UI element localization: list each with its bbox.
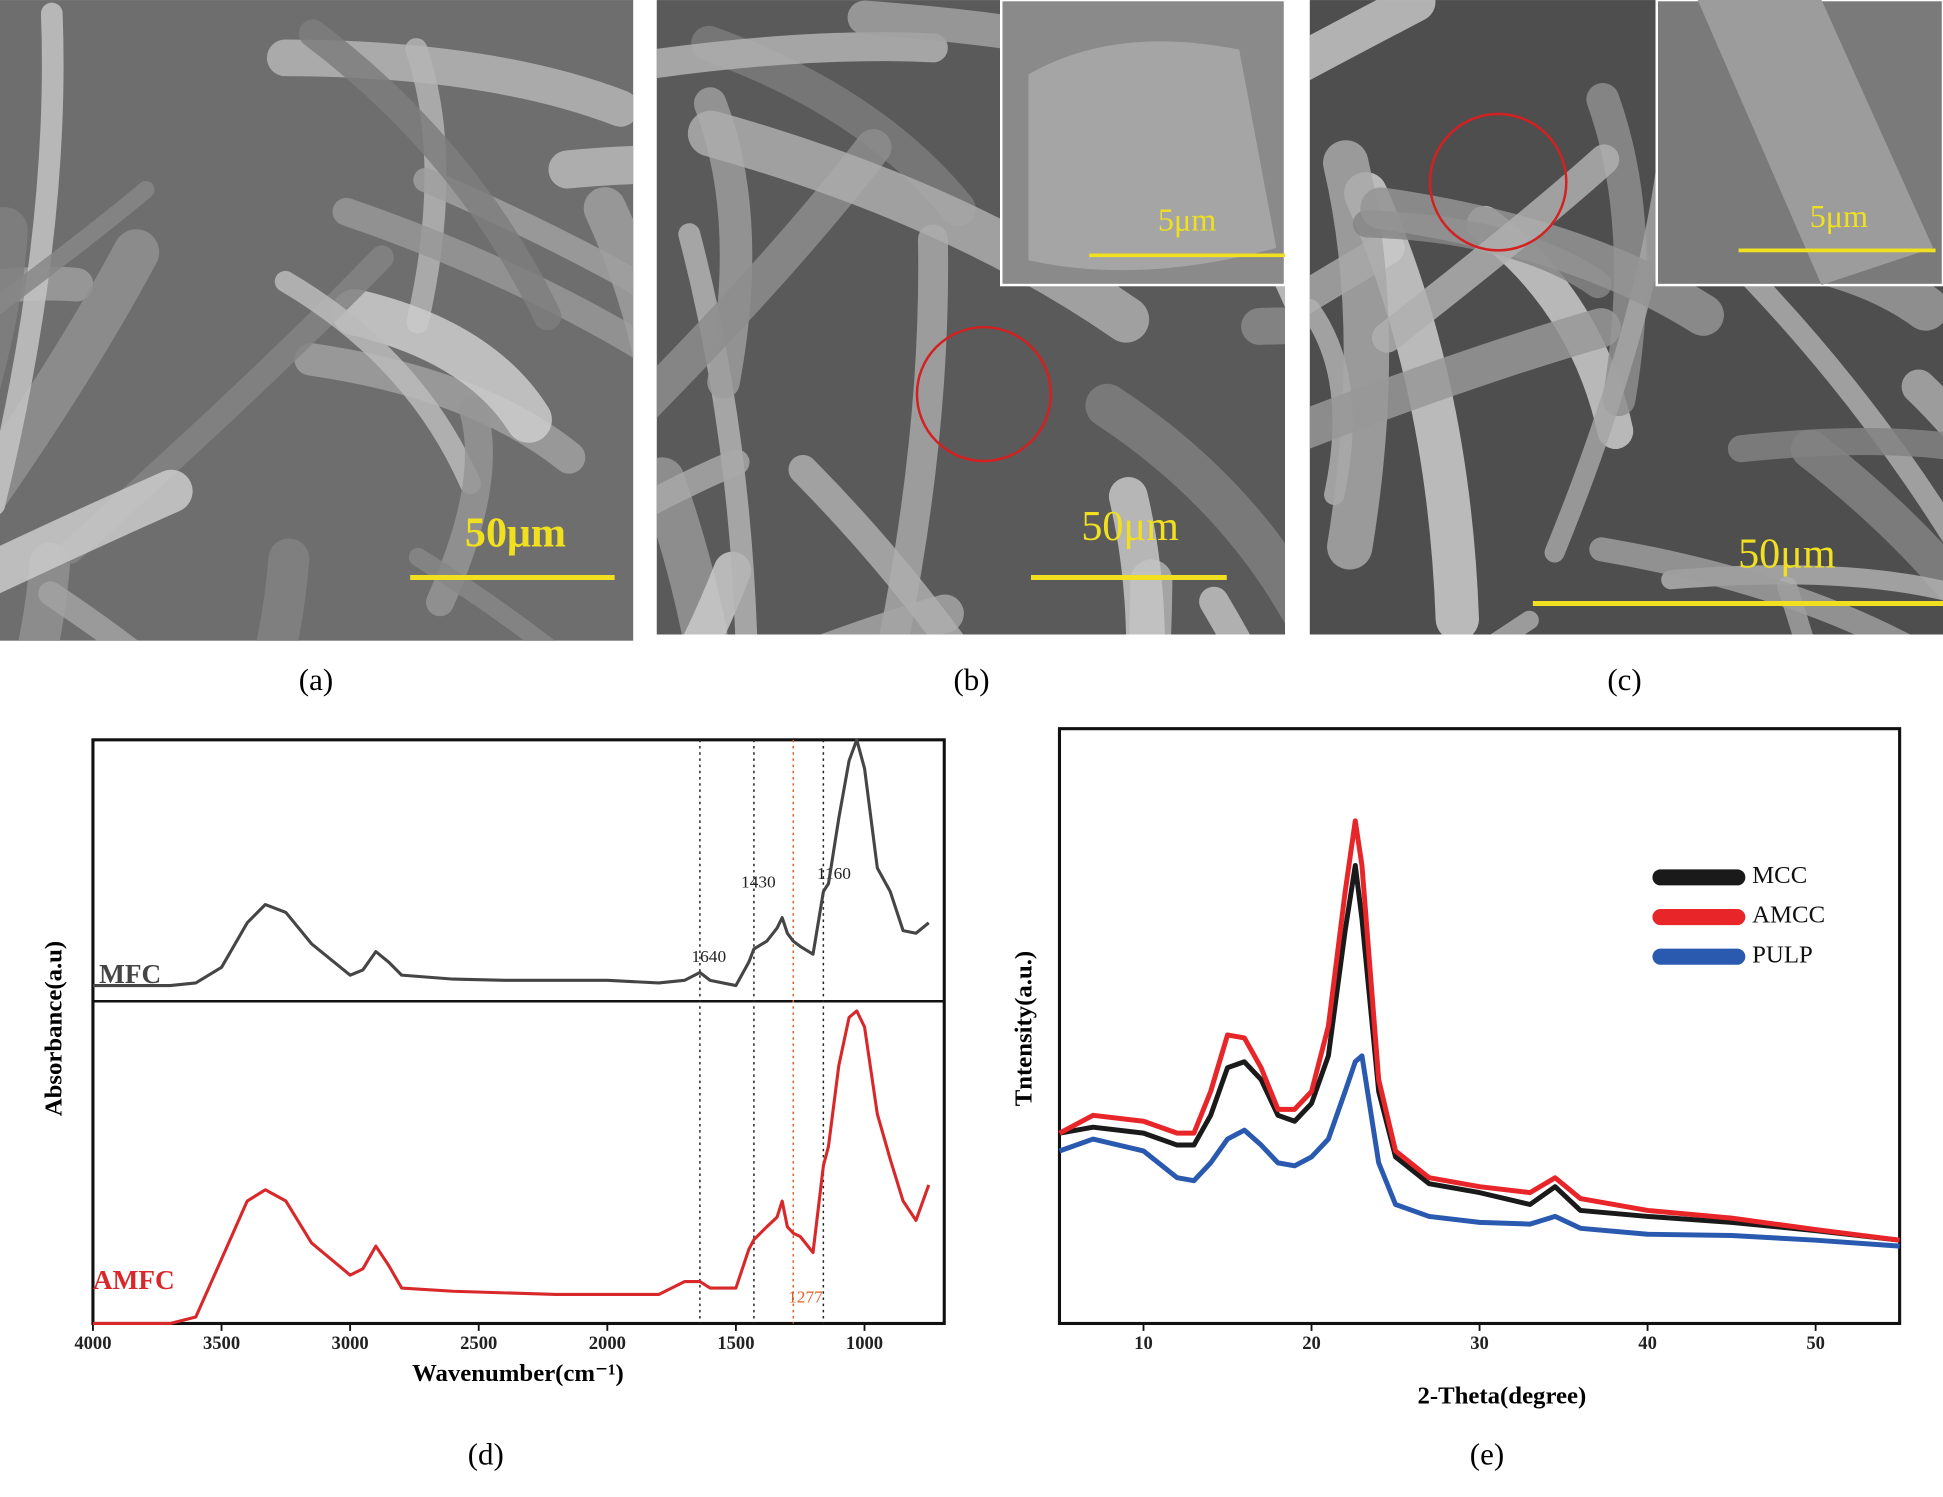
legend-label: MCC	[1752, 862, 1807, 889]
highlight-circle	[1428, 112, 1568, 252]
reference-label: 1430	[741, 873, 776, 892]
sem-fiber	[298, 19, 562, 331]
sem-fiber	[1490, 610, 1539, 635]
sem-fiber	[1360, 187, 1724, 336]
sem-fiber	[678, 223, 758, 635]
x-tick-label: 3500	[203, 1333, 240, 1354]
highlight-circle	[915, 325, 1053, 463]
sem-fiber	[0, 2, 64, 514]
sem-fiber	[1309, 0, 1436, 81]
sem-fiber	[548, 146, 634, 189]
sem-fiber	[820, 594, 964, 635]
sem-fiber	[408, 547, 555, 641]
panel-label: (d)	[468, 1436, 504, 1471]
x-tick-label: 10	[1134, 1333, 1153, 1354]
y-axis-label: Absorbance(a.u)	[40, 941, 67, 1116]
sem-inset-fiber	[1697, 0, 1934, 286]
scale-bar-label: 5μm	[1810, 198, 1868, 234]
sem-fiber	[788, 454, 964, 635]
sem-fiber	[274, 270, 481, 495]
data-line	[1058, 1053, 1900, 1249]
reference-label: 1277	[788, 1288, 823, 1307]
sem-fiber	[331, 289, 552, 443]
x-tick-label: 2500	[460, 1333, 497, 1354]
x-tick-label: 3000	[332, 1333, 369, 1354]
x-tick-label: 50	[1806, 1333, 1825, 1354]
legend-label: AMCC	[1752, 902, 1825, 929]
sem-fiber	[879, 224, 949, 635]
data-line	[92, 1009, 931, 1326]
y-axis-label: Tntensity(a.u.)	[1011, 951, 1038, 1106]
legend-label: PULP	[1752, 941, 1813, 968]
sem-inset-fiber	[1028, 41, 1277, 271]
sem-fiber	[687, 110, 1150, 343]
sem-fiber	[1199, 586, 1250, 635]
x-axis-label: Wavenumber(cm⁻¹)	[412, 1360, 624, 1387]
scale-bar-label: 50μm	[1081, 503, 1179, 550]
scale-bar-label: 50μm	[465, 509, 566, 556]
reference-label: 1160	[817, 864, 851, 883]
sem-fiber	[656, 449, 750, 515]
series-label: AMFC	[93, 1265, 175, 1295]
scale-bar-label: 5μm	[1158, 201, 1216, 237]
x-tick-label: 30	[1470, 1333, 1489, 1354]
sem-fiber	[0, 266, 94, 304]
x-tick-label: 20	[1302, 1333, 1321, 1354]
sem-fiber	[294, 343, 586, 474]
data-line	[1059, 862, 1900, 1243]
sem-fiber	[1371, 144, 1620, 353]
plot-frame	[1057, 727, 1902, 1326]
sem-fiber	[38, 581, 139, 641]
sem-fiber	[1589, 537, 1911, 635]
sem-fiber	[332, 197, 634, 358]
sem-fiber	[1790, 429, 1943, 602]
sem-fiber	[1727, 428, 1943, 463]
data-line	[1058, 818, 1900, 1243]
sem-fiber	[1309, 308, 1621, 449]
sem-fiber	[1108, 477, 1165, 635]
plot-frame	[91, 738, 946, 1326]
panel-label: (a)	[299, 662, 333, 697]
sem-texture	[1309, 0, 1943, 635]
x-tick-label: 40	[1638, 1333, 1657, 1354]
sem-fiber	[0, 207, 28, 390]
sem-fiber	[656, 457, 728, 635]
x-tick-label: 4000	[74, 1333, 111, 1354]
reference-label: 1640	[691, 947, 726, 966]
sem-fiber	[0, 469, 193, 594]
sem-fiber	[0, 229, 160, 514]
sem-fiber	[583, 187, 634, 358]
sem-fiber	[683, 551, 752, 635]
sem-fiber	[1085, 383, 1286, 624]
x-tick-label: 1500	[717, 1333, 754, 1354]
series-label: MFC	[99, 959, 161, 989]
sem-fiber	[656, 32, 948, 79]
scale-bar-label: 50μm	[1738, 530, 1836, 577]
sem-fiber	[0, 181, 155, 315]
panel-label: (e)	[1470, 1436, 1504, 1471]
sem-texture	[0, 2, 634, 641]
sem-fiber	[1323, 140, 1390, 570]
sem-fiber	[1129, 559, 1173, 635]
sem-fiber	[1777, 576, 1813, 635]
panel-label: (c)	[1607, 662, 1641, 697]
panel-label: (b)	[953, 662, 989, 697]
data-line	[92, 738, 930, 988]
x-tick-label: 2000	[589, 1333, 626, 1354]
x-axis-label: 2-Theta(degree)	[1418, 1383, 1587, 1410]
x-tick-label: 1000	[846, 1333, 883, 1354]
sem-fiber	[256, 538, 310, 641]
